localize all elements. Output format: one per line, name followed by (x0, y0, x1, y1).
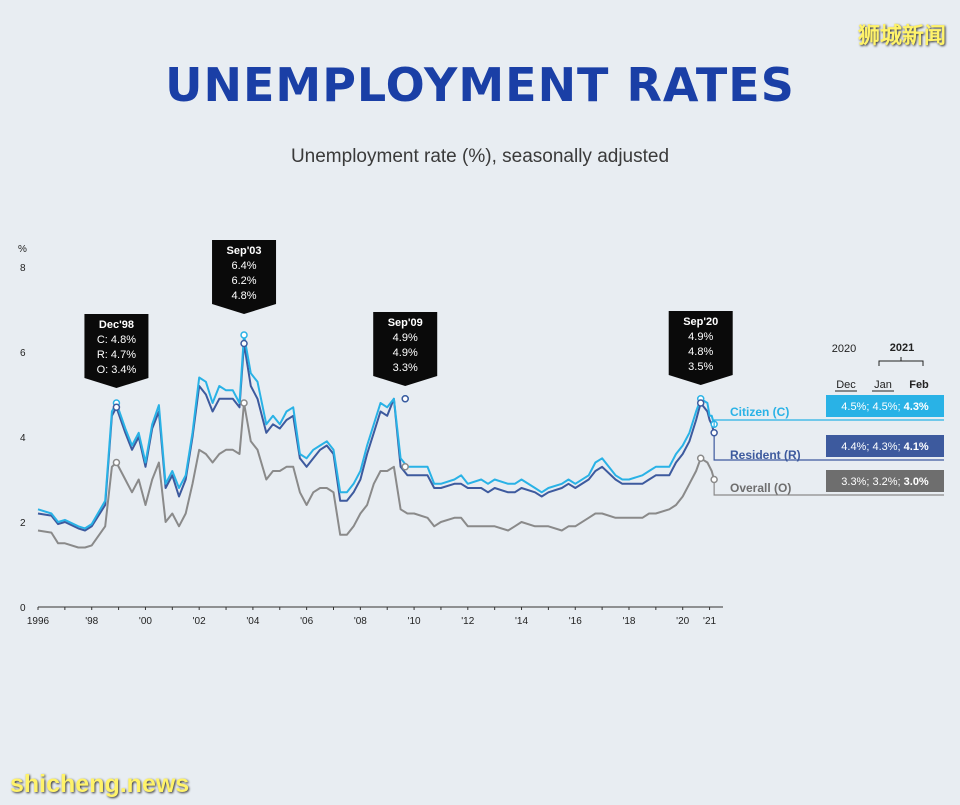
chart-callouts: Dec'98 C: 4.8% R: 4.7% O: 3.4% Sep'03 6.4% 6.2… (84, 240, 733, 471)
callout-value: R: 4.7% (97, 349, 136, 361)
callout-marker (240, 339, 248, 348)
x-tick-label: '06 (300, 616, 313, 627)
callout-marker (112, 458, 121, 467)
legend-values: 4.5%; 4.5%; 4.3% (841, 401, 929, 413)
x-tick-label: '20 (676, 616, 689, 627)
callout-value: 4.8% (688, 346, 713, 358)
callout-marker (240, 331, 248, 339)
legend-series-label: Overall (O) (730, 481, 791, 495)
callout-value: 6.2% (231, 275, 256, 287)
callout-box (373, 312, 438, 386)
legend-column-header: Jan (874, 379, 892, 391)
x-tick-label: '08 (354, 616, 367, 627)
legend-values: 4.4%; 4.3%; 4.1% (841, 441, 929, 453)
callout-marker (112, 403, 121, 411)
legend-column-header: Feb (909, 379, 929, 391)
x-tick-label: '04 (246, 616, 259, 627)
callout-value: O: 3.4% (97, 364, 137, 376)
legend-value-box (826, 435, 944, 457)
y-tick-label: 4 (20, 433, 26, 444)
y-tick-label: 0 (20, 603, 26, 614)
x-tick-label: 1996 (27, 616, 50, 627)
legend-year-2020: 2020 (832, 343, 856, 355)
legend-year-2021: 2021 (890, 342, 914, 354)
x-tick-label: '14 (515, 616, 528, 627)
series-end-marker (710, 429, 718, 437)
callout-title: Sep'03 (227, 245, 262, 257)
y-tick-label: 2 (20, 518, 26, 529)
chart-legend: 2020 2021 Dec Jan Feb 4.5%; 4.5%; 4.3% Citizen… (730, 342, 944, 495)
chart-axes: % 0 2 4 6 8 1996 '98 '00 '02 '04 '06 '08 '10 '12 '14 '16… (18, 244, 723, 627)
legend-connector (713, 435, 944, 461)
callout-value: 4.9% (393, 347, 418, 359)
callout-title: Sep'20 (683, 316, 718, 328)
legend-value-box (826, 395, 944, 417)
legend-connector (713, 419, 944, 428)
callout-box (84, 314, 149, 388)
x-tick-label: '10 (408, 616, 421, 627)
legend-series-label: Resident (R) (730, 448, 801, 462)
series-line-overall (37, 402, 716, 549)
series-end-marker (710, 475, 718, 484)
callout-value: 6.4% (231, 260, 256, 272)
callout-box (212, 240, 277, 314)
legend-column-header: Dec (836, 379, 856, 391)
x-tick-label: '21 (703, 616, 716, 627)
legend-connectors (713, 419, 944, 496)
callout-value: 3.3% (393, 362, 418, 374)
callout-marker (401, 463, 409, 471)
chart-subtitle: Unemployment rate (%), seasonally adjust… (290, 146, 670, 167)
page-title: UNEMPLOYMENT RATES (165, 58, 795, 112)
watermark-bottom: shicheng.news (10, 770, 190, 798)
y-axis-unit: % (18, 244, 27, 255)
x-tick-label: '12 (461, 616, 474, 627)
legend-connector (713, 482, 944, 496)
callout-value: C: 4.8% (97, 334, 136, 346)
y-tick-label: 6 (20, 348, 26, 359)
x-tick-label: '00 (139, 616, 152, 627)
x-tick-label: '98 (85, 616, 98, 627)
watermark-top: 狮城新闻 (857, 23, 946, 48)
chart-lines (37, 334, 718, 549)
callout-value: 3.5% (688, 361, 713, 373)
legend-series-label: Citizen (C) (730, 405, 789, 419)
callout-marker (240, 399, 248, 407)
callout-title: Dec'98 (99, 319, 134, 331)
callout-box (668, 311, 733, 385)
series-line-citizen (37, 334, 716, 530)
callout-value: 4.8% (231, 290, 256, 302)
x-tick-label: '16 (569, 616, 582, 627)
callout-value: 4.9% (688, 331, 713, 343)
callout-title: Sep'09 (388, 317, 423, 329)
legend-value-box (826, 470, 944, 492)
x-tick-label: '18 (622, 616, 635, 627)
legend-year-bracket (878, 360, 924, 366)
callout-marker (696, 399, 705, 407)
callout-marker (696, 454, 705, 462)
y-tick-label: 8 (20, 263, 26, 274)
callout-marker (401, 395, 409, 403)
x-tick-label: '02 (193, 616, 206, 627)
legend-values: 3.3%; 3.2%; 3.0% (841, 476, 929, 488)
callout-value: 4.9% (393, 332, 418, 344)
